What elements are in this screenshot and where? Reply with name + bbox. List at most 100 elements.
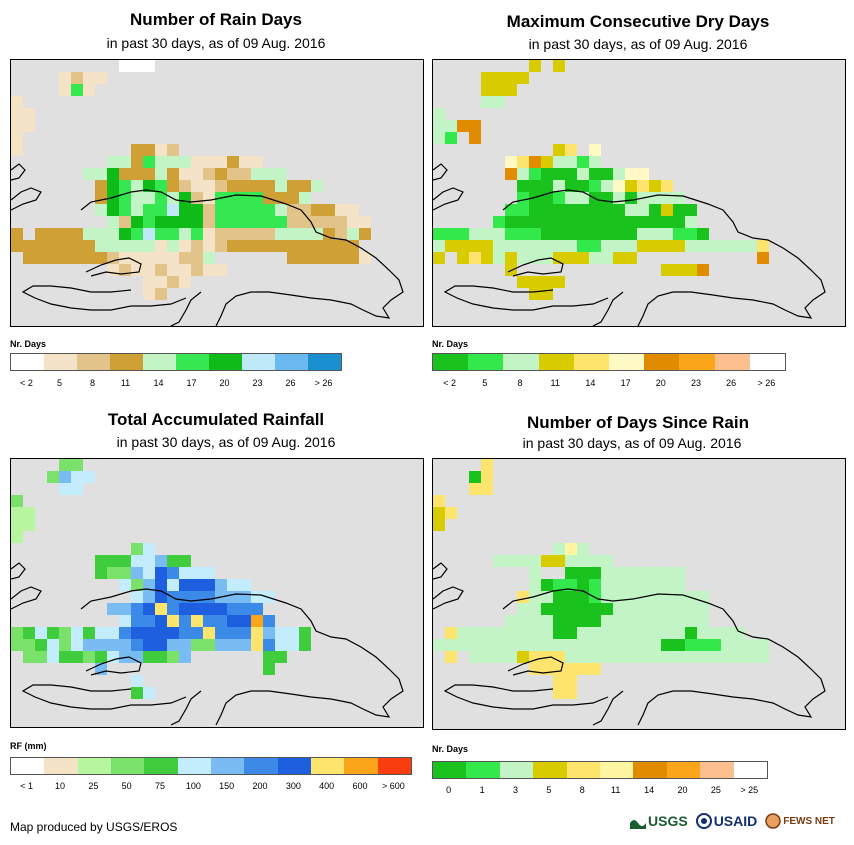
grid-cell [203,615,215,627]
grid-cell [457,228,469,240]
grid-cell [673,216,685,228]
legend-label: 14 [644,785,655,795]
grid-cell [179,555,191,567]
grid-cell [565,591,577,603]
grid-cell [649,615,661,627]
grid-cell [83,471,95,483]
grid-cell [517,591,529,603]
coastline [443,285,609,311]
grid-cell [529,156,541,168]
grid-cell [323,228,335,240]
grid-cell [131,228,143,240]
map-rainfall [10,458,424,728]
grid-cell [119,228,131,240]
grid-cell [191,627,203,639]
grid-cell [529,603,541,615]
grid-cell [155,639,167,651]
grid-cell [433,639,445,651]
grid-cell [119,555,131,567]
grid-cell [23,519,35,531]
grid-cell [131,204,143,216]
grid-cell [131,639,143,651]
legend-label: < 2 [20,378,33,388]
grid-cell [107,252,119,264]
map-canvas-since-rain [433,459,845,729]
grid-cell [155,228,167,240]
grid-cell [553,627,565,639]
legend-swatch [210,758,245,774]
grid-cell [299,216,311,228]
legend-label: 14 [585,378,596,388]
legend-labels-dry-days: < 2 5 8 11 14 17 20 23 26 > 26 [432,378,784,390]
grid-cell [239,579,251,591]
grid-cell [119,216,131,228]
coastline [507,656,564,676]
grid-cell [637,168,649,180]
grid-cell [107,168,119,180]
grid-cell [697,240,709,252]
legend-label: 20 [655,378,666,388]
grid-cell [589,639,601,651]
grid-cell [323,204,335,216]
legend-label: 26 [726,378,737,388]
grid-cell [589,627,601,639]
grid-cell [697,639,709,651]
grid-cell [59,471,71,483]
grid-cell [215,240,227,252]
grid-cell [601,204,613,216]
grid-cell [637,216,649,228]
grid-cell [505,627,517,639]
grid-cell [143,288,155,300]
grid-cell [565,555,577,567]
legend-swatch [176,354,209,370]
map-rain-days [10,59,424,327]
legend-label: 11 [120,378,131,388]
grid-cell [565,639,577,651]
grid-cell [589,156,601,168]
grid-cell [215,228,227,240]
grid-cell [131,240,143,252]
grid-cell [529,252,541,264]
title-rainfall: Total Accumulated Rainfall [107,410,325,429]
grid-cell [347,216,359,228]
usaid-seal-icon [695,813,712,829]
grid-cell [529,555,541,567]
grid-cell [625,651,637,663]
grid-cell [601,216,613,228]
coastline [85,257,142,277]
grid-cell [589,603,601,615]
grid-cell [553,591,565,603]
grid-cell [215,639,227,651]
grid-cell [35,651,47,663]
grid-cell [529,204,541,216]
grid-cell [433,240,445,252]
grid-cell [191,567,203,579]
subtitle-since-rain: in past 30 days, as of 09 Aug. 2016 [522,435,742,451]
grid-cell [745,240,757,252]
grid-cell [299,204,311,216]
legend-swatch [609,354,645,370]
grid-cell [505,651,517,663]
grid-cell [553,204,565,216]
coastline [80,189,404,326]
grid-cell [517,555,529,567]
legend-swatch [714,354,750,370]
coastline [170,291,202,326]
grid-cell [589,663,601,675]
grid-cell [577,567,589,579]
grid-cell [35,252,47,264]
grid-cell [661,240,673,252]
grid-cell [239,615,251,627]
grid-cell [215,156,227,168]
legend-label: > 26 [757,378,776,388]
grid-cell [155,627,167,639]
grid-cell [517,603,529,615]
grid-cell [311,228,323,240]
grid-cell [119,180,131,192]
grid-cell [83,240,95,252]
legend-label: 5 [482,378,488,388]
legend-swatch [77,758,111,774]
legend-label: 3 [512,785,519,795]
grid-cell [179,168,191,180]
grid-cell [107,156,119,168]
